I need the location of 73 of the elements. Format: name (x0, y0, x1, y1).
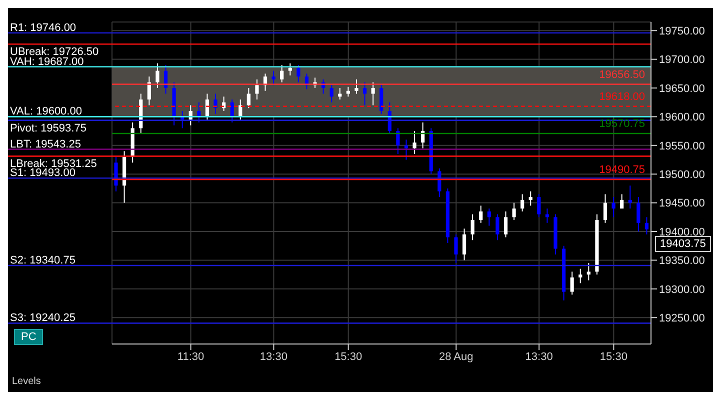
candlestick (214, 93, 218, 114)
candlestick (280, 64, 284, 83)
candlestick (636, 196, 640, 232)
ref-line-label: VAH: 19687.00 (10, 56, 84, 68)
candlestick (338, 88, 342, 100)
candlestick (496, 214, 500, 241)
annotation: 19656.50 (599, 69, 645, 82)
candlestick (578, 268, 582, 284)
pc-button: PC (14, 329, 44, 345)
candlestick (628, 185, 632, 210)
y-tick-label: 19650.00 (659, 82, 705, 95)
annotation: 19490.75 (599, 164, 645, 176)
ref-line-label: S1: 19493.00 (10, 167, 76, 180)
ref-line-label: S3: 19240.25 (10, 312, 76, 324)
y-tick-label: 19750.00 (659, 26, 705, 38)
candlestick (520, 194, 524, 212)
text: Levels (12, 376, 41, 387)
candlestick (354, 78, 358, 94)
annotation: 19618.00 (599, 91, 645, 104)
candlestick (504, 210, 508, 238)
y-tick-label: 19600.00 (659, 112, 705, 124)
annotation: 19570.75 (599, 118, 645, 130)
y-tick-label: 19350.00 (659, 255, 705, 268)
candlestick (603, 194, 608, 224)
candlestick (470, 214, 474, 241)
y-tick-label: 19450.00 (659, 198, 705, 210)
candlestick (330, 84, 334, 103)
candlestick (479, 205, 483, 224)
x-tick-label: 15:30 (334, 350, 362, 363)
y-tick-label: 19300.00 (659, 284, 705, 296)
candlestick (296, 64, 300, 83)
y-tick-label: 19500.00 (659, 169, 705, 182)
candlestick (586, 262, 590, 281)
x-tick-label: 28 Aug (439, 350, 474, 363)
candlestick (380, 84, 384, 114)
candlestick (537, 194, 541, 218)
ref-line-label: VAL: 19600.00 (10, 106, 82, 118)
ref-line-label: R1: 19746.00 (10, 22, 76, 34)
candlestick (512, 202, 516, 221)
candlestick (620, 194, 624, 210)
candlestick (396, 128, 400, 155)
x-tick-label: 13:30 (525, 350, 553, 363)
ref-line-label: UBreak: 19726.50 (10, 46, 99, 58)
x-tick-label: 11:30 (177, 350, 204, 363)
candlestick (412, 130, 416, 155)
y-tick-label: 19250.00 (659, 312, 705, 324)
x-tick-label: 15:30 (600, 350, 628, 363)
candlestick (288, 62, 292, 76)
candlestick (612, 196, 616, 218)
candlestick (272, 70, 276, 86)
candlestick (230, 98, 234, 123)
y-tick-label: 19700.00 (659, 54, 705, 66)
candlestick (644, 216, 649, 235)
candlestick (246, 88, 250, 109)
candlestick (454, 234, 458, 264)
candlestick (156, 62, 160, 89)
candlestick (371, 82, 375, 106)
y-tick-label: 19400.00 (659, 226, 705, 238)
candlestick (114, 156, 118, 192)
ref-line-label: LBT: 19543.25 (10, 138, 81, 150)
candlestick (487, 208, 491, 226)
text: 19403.75 (655, 236, 711, 252)
candlestick (255, 78, 259, 100)
candlestick (238, 98, 242, 120)
candlestick (570, 271, 574, 296)
candlestick (404, 139, 408, 160)
x-tick-label: 13:30 (260, 350, 288, 363)
ref-line-label: S2: 19340.75 (10, 254, 76, 267)
candlestick (362, 82, 367, 106)
candlestick (528, 190, 532, 206)
y-tick-label: 19550.00 (659, 140, 705, 152)
ref-line-label: Pivot: 19593.75 (10, 122, 86, 134)
candlestick (462, 228, 466, 261)
